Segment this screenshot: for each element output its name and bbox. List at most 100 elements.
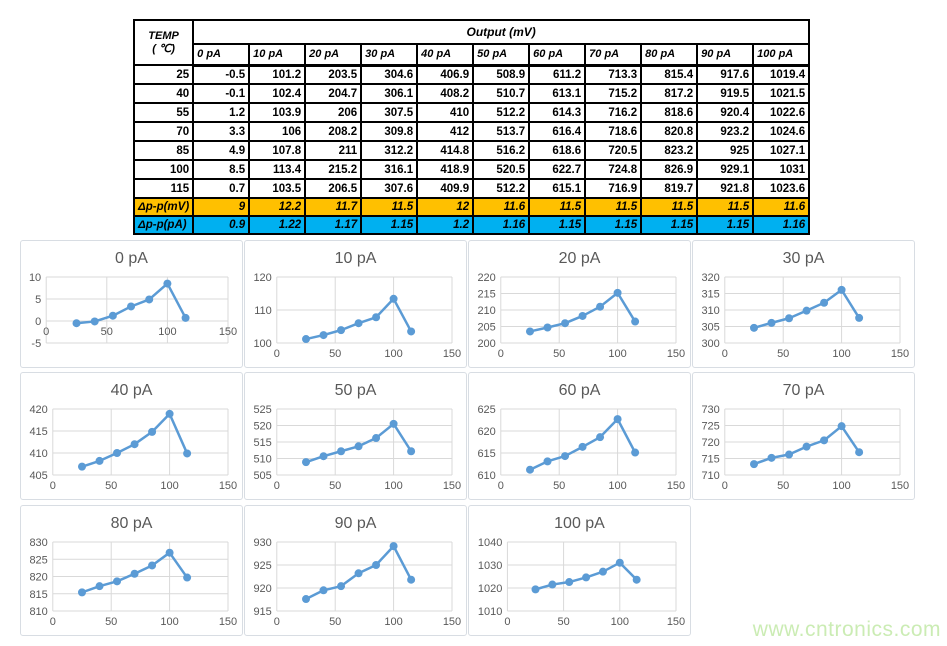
output-value: 923.2	[696, 121, 755, 142]
x-tick-label: 150	[443, 348, 461, 360]
y-tick-label: 220	[477, 272, 495, 284]
output-value: 508.9	[472, 64, 531, 85]
output-value: 820.8	[640, 121, 699, 142]
y-tick-label: 625	[477, 404, 495, 416]
y-tick-label: 830	[29, 537, 47, 549]
chart-title: 90 pA	[335, 515, 377, 532]
data-point-marker	[337, 326, 346, 335]
output-value: 1022.6	[752, 102, 811, 123]
chart-40-pa: 405 410 415 420 0 50 100 150 40 pA	[29, 382, 237, 492]
data-point-marker	[302, 595, 310, 604]
data-point-marker	[165, 409, 174, 418]
temp-header-line2: ( ℃)	[152, 42, 175, 55]
data-point-marker	[354, 442, 363, 451]
data-point-marker	[561, 319, 570, 328]
data-point-marker	[596, 433, 605, 442]
column-header-40-pa: 40 pA	[416, 43, 475, 67]
output-value: 206.5	[304, 178, 363, 199]
delta-mv-label: Δp-p(mV)	[132, 197, 195, 217]
data-point-marker	[90, 317, 99, 326]
temp-header-line1: TEMP	[148, 29, 179, 42]
x-tick-label: 100	[608, 480, 626, 492]
output-value: 406.9	[416, 64, 475, 85]
y-tick-label: 520	[253, 421, 271, 433]
delta-pa-value: 1.17	[304, 215, 363, 235]
x-tick-label: 150	[891, 348, 909, 360]
x-tick-label: 100	[158, 326, 176, 338]
x-tick-label: 0	[43, 326, 49, 338]
output-value: 1024.6	[752, 121, 811, 142]
data-point-marker	[750, 460, 758, 469]
table-row: 40 -0.1 102.4 204.7 306.1 408.2 510.7 613.1 715.…	[132, 83, 811, 104]
y-tick-label: 210	[477, 305, 495, 317]
data-point-marker	[526, 327, 534, 336]
x-tick-label: 0	[50, 616, 56, 628]
output-value: 1019.4	[752, 64, 811, 85]
y-tick-label: 315	[701, 289, 719, 301]
table-row: 100 8.5 113.4 215.2 316.1 418.9 520.5 622.7 724.…	[132, 159, 811, 180]
delta-mv-value: 11.5	[584, 197, 643, 217]
delta-mv-value: 12.2	[248, 197, 307, 217]
chart-title: 100 pA	[554, 515, 605, 532]
data-point-marker	[407, 327, 416, 336]
output-value: 410	[416, 102, 475, 123]
chart-title: 10 pA	[335, 250, 377, 267]
output-value: 412	[416, 121, 475, 142]
output-value: 0.7	[192, 178, 251, 199]
y-tick-label: 305	[701, 322, 719, 334]
x-tick-label: 150	[219, 616, 237, 628]
data-point-marker	[319, 586, 328, 595]
output-value: 920.4	[696, 102, 755, 123]
y-tick-label: 5	[35, 294, 41, 306]
output-value: 101.2	[248, 64, 307, 85]
output-value: 113.4	[248, 159, 307, 180]
data-point-marker	[548, 580, 557, 589]
data-point-marker	[372, 313, 381, 322]
chart-title: 70 pA	[783, 382, 825, 399]
output-value: 4.9	[192, 140, 251, 161]
x-tick-label: 50	[557, 616, 569, 628]
chart-30-pa: 300 305 310 315 320 0 50 100 150 30 pA	[701, 250, 909, 360]
y-tick-label: 525	[253, 404, 271, 416]
output-value: 1.2	[192, 102, 251, 123]
output-value: 510.7	[472, 83, 531, 104]
x-tick-label: 50	[105, 616, 117, 628]
column-header-50-pa: 50 pA	[472, 43, 531, 67]
output-value: 823.2	[640, 140, 699, 161]
data-point-marker	[78, 588, 86, 597]
data-point-marker	[389, 542, 398, 551]
chart-title: 60 pA	[559, 382, 601, 399]
x-tick-label: 100	[832, 348, 850, 360]
output-value: 614.3	[528, 102, 587, 123]
delta-pa-value: 1.15	[696, 215, 755, 235]
output-value: 716.9	[584, 178, 643, 199]
y-tick-label: 730	[701, 404, 719, 416]
data-point-marker	[543, 323, 552, 332]
y-tick-label: 110	[254, 305, 272, 317]
temp-value: 85	[132, 140, 195, 161]
data-point-marker	[354, 569, 363, 578]
x-tick-label: 50	[329, 480, 341, 492]
y-tick-label: 420	[29, 404, 47, 416]
delta-mv-value: 11.5	[696, 197, 755, 217]
output-value: 716.2	[584, 102, 643, 123]
chart-80-pa: 810 815 820 825 830 0 50 100 150 80 pA	[29, 515, 237, 628]
y-tick-label: 320	[701, 272, 719, 284]
output-value: 818.6	[640, 102, 699, 123]
output-value: 203.5	[304, 64, 363, 85]
chart-panel-80-pa: 810 815 820 825 830 0 50 100 150 80 pA	[20, 505, 243, 636]
chart-50-pa: 505 510 515 520 525 0 50 100 150 50 pA	[253, 382, 461, 492]
delta-pa-value: 1.22	[248, 215, 307, 235]
data-point-marker	[407, 575, 416, 584]
delta-pa-value: 1.16	[472, 215, 531, 235]
y-tick-label: 815	[29, 589, 47, 601]
data-point-marker	[163, 279, 172, 288]
data-point-marker	[531, 585, 540, 594]
output-value: 615.1	[528, 178, 587, 199]
data-point-marker	[543, 457, 552, 466]
chart-title: 80 pA	[111, 515, 153, 532]
column-header-60-pa: 60 pA	[528, 43, 587, 67]
data-point-marker	[785, 314, 794, 323]
data-point-marker	[319, 331, 328, 340]
